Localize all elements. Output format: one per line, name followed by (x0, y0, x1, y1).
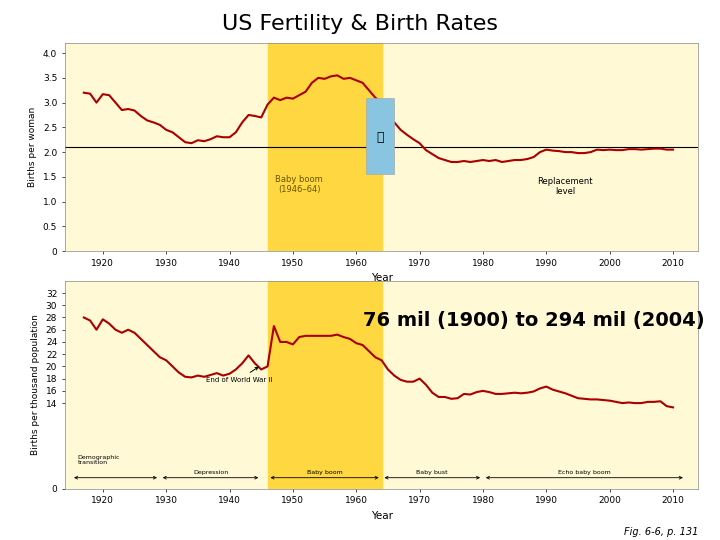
Y-axis label: Births per woman: Births per woman (28, 107, 37, 187)
Text: US Fertility & Birth Rates: US Fertility & Birth Rates (222, 14, 498, 33)
Text: Baby boom
(1946–64): Baby boom (1946–64) (275, 174, 323, 194)
Text: Echo baby boom: Echo baby boom (558, 470, 611, 475)
Text: Demographic
transition: Demographic transition (78, 455, 120, 465)
Bar (268, 43, 382, 251)
Text: Fig. 6-6, p. 131: Fig. 6-6, p. 131 (624, 527, 698, 537)
X-axis label: Year: Year (371, 273, 392, 284)
Y-axis label: Births per thousand population: Births per thousand population (31, 314, 40, 455)
FancyBboxPatch shape (366, 98, 395, 174)
Text: 76 mil (1900) to 294 mil (2004): 76 mil (1900) to 294 mil (2004) (363, 311, 704, 330)
Text: Baby bust: Baby bust (416, 470, 448, 475)
Text: End of World War II: End of World War II (206, 367, 272, 383)
Text: 👪: 👪 (377, 131, 384, 144)
Text: Baby boom: Baby boom (307, 470, 343, 475)
Text: Replacement
level: Replacement level (538, 177, 593, 197)
X-axis label: Year: Year (371, 511, 392, 521)
Text: Depression: Depression (193, 470, 228, 475)
Bar (268, 281, 382, 489)
